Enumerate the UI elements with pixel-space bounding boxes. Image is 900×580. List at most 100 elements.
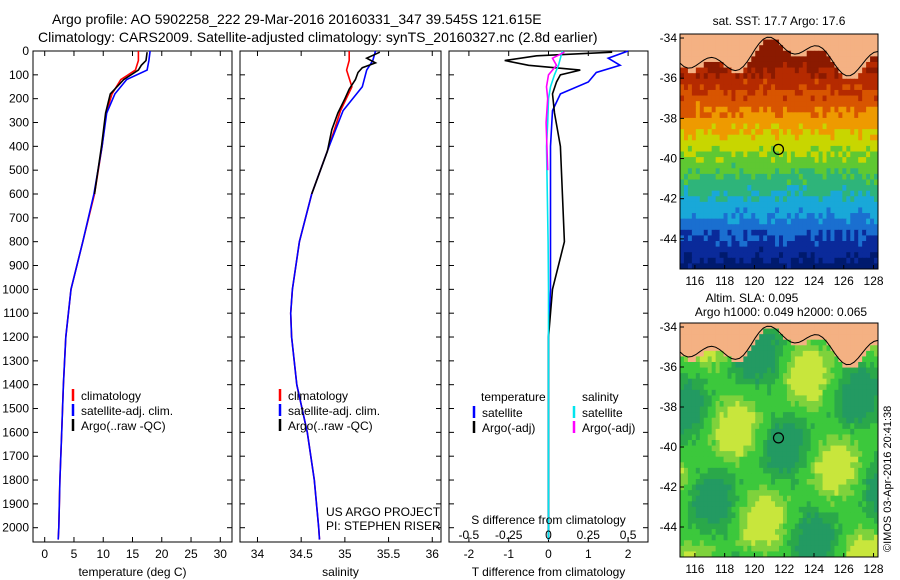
sst_map-cell [814, 78, 820, 85]
sla_map-cell [683, 428, 689, 435]
sst_map-cell [842, 140, 847, 147]
imos-credit: ©IMOS 03-Apr-2016 20:41:38 [882, 405, 894, 552]
sla_map-ytick-label: -42 [660, 480, 678, 494]
sst_map-cell [838, 151, 843, 158]
sla_map-cell [727, 540, 732, 547]
sst_map-cell [854, 151, 859, 158]
sst_map-cell [874, 235, 879, 242]
sla_map-cell [786, 378, 792, 385]
sla_map-cell [731, 523, 736, 530]
sst_map-cell [707, 263, 713, 270]
sla_map-cell [771, 506, 776, 513]
sst_map-cell [826, 140, 831, 147]
sla_map-cell [806, 451, 812, 458]
sla_map-cell [842, 350, 847, 357]
sst_map-cell [743, 106, 748, 113]
sst_map-cell [830, 257, 835, 264]
sla_map-cell [834, 384, 839, 391]
sla_map-cell [683, 512, 689, 519]
sla_map-cell [683, 456, 689, 463]
sla_map-cell [739, 484, 744, 491]
sst_map-cell [775, 39, 780, 46]
sla_map-cell [719, 339, 725, 346]
sla_map-cell [810, 529, 816, 536]
sst_map-cell [842, 196, 847, 203]
sst_map-cell [751, 190, 756, 197]
sla_map-cell [818, 506, 824, 513]
sst_map-cell [739, 246, 744, 253]
sla_map-cell [802, 462, 808, 469]
sla_map-cell [707, 467, 713, 474]
sla_map-cell [830, 529, 835, 536]
sst_map-cell [854, 168, 859, 175]
sla_map-cell [866, 501, 871, 508]
sst_map-cell [747, 173, 752, 180]
sla_map-cell [719, 518, 725, 525]
sla_map-cell [687, 389, 693, 396]
sla_map-cell [703, 384, 709, 391]
sst_map-cell [802, 140, 808, 147]
sst_map-cell [703, 252, 709, 259]
sla_map-cell [775, 356, 780, 363]
sla_map-cell [775, 434, 780, 441]
sst_map-cell [767, 117, 772, 125]
sst_map-cell [683, 168, 689, 175]
sst_map-cell [703, 179, 709, 186]
sst_map-cell [842, 134, 847, 141]
sla_map-cell [739, 362, 744, 369]
sst_map-cell [727, 229, 732, 236]
sst_map-cell [707, 179, 713, 186]
sla_map-cell [779, 467, 784, 474]
sla_map-cell [707, 362, 713, 369]
sla_map-cell [751, 334, 756, 341]
sst_map-cell [850, 179, 855, 186]
sst_map-cell [683, 50, 689, 57]
sla_map-cell [771, 378, 776, 385]
sla_map-cell [731, 373, 736, 380]
sla_map-cell [715, 406, 721, 413]
sla_map-cell [731, 451, 736, 458]
temperature-xlabel: temperature (deg C) [78, 565, 186, 579]
sst_map-cell [842, 112, 847, 119]
sla_map-cell [786, 434, 792, 441]
sst_map-cell [763, 151, 768, 158]
sst_map-cell [731, 213, 736, 220]
sla_map-cell [699, 473, 705, 480]
sla_map-cell [759, 428, 764, 435]
sst_map-cell [751, 235, 756, 242]
sst_map-cell [743, 50, 748, 57]
sla_map-cell [810, 484, 816, 491]
sst_map-cell [846, 145, 851, 152]
sst_map-cell [771, 168, 776, 175]
sst_map-cell [735, 162, 740, 169]
sst_map-cell [798, 179, 804, 186]
sst_map-cell [715, 67, 721, 74]
sla_map-cell [727, 462, 732, 469]
sst_map-cell [703, 84, 709, 91]
sla_map-cell [759, 518, 764, 525]
sla_map-cell [719, 401, 725, 408]
sla_map-cell [739, 384, 744, 391]
sst_map-cell [680, 89, 685, 97]
sla_map-cell [782, 373, 788, 380]
sla_map-cell [771, 362, 776, 369]
sst_map-cell [826, 112, 831, 119]
sst_map-cell [735, 246, 740, 253]
sla_map-cell [850, 445, 855, 452]
sst_map-cell [695, 157, 701, 164]
sla_map-cell [818, 345, 824, 352]
sst_map-cell [858, 45, 863, 52]
sla_map-cell [759, 534, 764, 541]
sla_map-cell [782, 334, 788, 341]
sst_map-cell [834, 145, 839, 152]
sst_map-cell [842, 213, 847, 220]
sst_map-cell [751, 201, 756, 208]
sst_map-cell [822, 145, 828, 152]
sst_map-cell [866, 224, 871, 231]
sla_map-cell [842, 345, 847, 352]
sst_map-cell [870, 112, 875, 119]
sla_map-cell [715, 518, 721, 525]
sst_map-cell [715, 112, 721, 119]
sst_map-cell [703, 201, 709, 208]
sla_map-cell [707, 395, 713, 402]
